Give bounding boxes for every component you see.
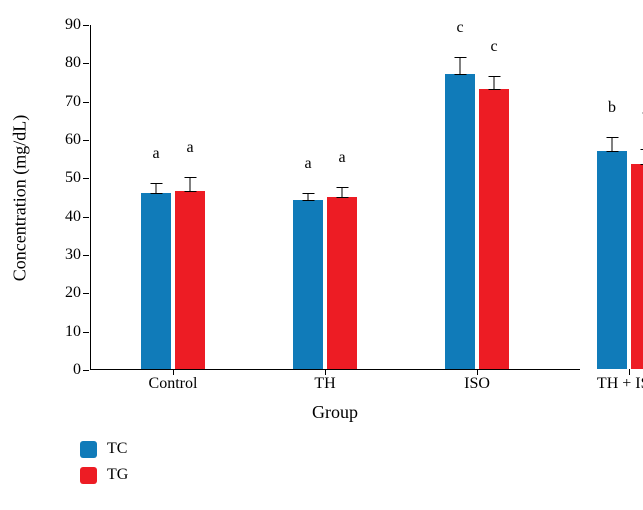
y-tick-label: 60 bbox=[65, 131, 81, 149]
bar-tc bbox=[445, 74, 475, 369]
legend-swatch bbox=[80, 441, 97, 458]
y-tick-label: 90 bbox=[65, 16, 81, 34]
y-tick bbox=[83, 178, 89, 179]
error-bar bbox=[460, 57, 461, 74]
bar-tg bbox=[327, 197, 357, 370]
significance-label: c bbox=[490, 38, 497, 56]
bar-tg bbox=[479, 89, 509, 369]
y-tick-label: 10 bbox=[65, 323, 81, 341]
x-category-label: Control bbox=[149, 375, 198, 393]
y-axis-title: Concentration (mg/dL) bbox=[10, 114, 31, 280]
significance-label: b bbox=[608, 99, 616, 117]
y-tick-label: 80 bbox=[65, 54, 81, 72]
legend-swatch bbox=[80, 467, 97, 484]
legend-item: TC bbox=[80, 440, 127, 458]
error-bar bbox=[190, 177, 191, 190]
y-tick bbox=[83, 370, 89, 371]
y-tick bbox=[83, 293, 89, 294]
chart-plot-area: 0102030405060708090ControlaaTHaaISOccTH … bbox=[90, 25, 580, 370]
y-tick-label: 0 bbox=[73, 361, 81, 379]
x-category-label: TH + ISO bbox=[597, 375, 643, 393]
y-tick-label: 70 bbox=[65, 93, 81, 111]
significance-label: a bbox=[152, 145, 159, 163]
x-category-label: TH bbox=[314, 375, 335, 393]
y-tick bbox=[83, 102, 89, 103]
significance-label: c bbox=[456, 19, 463, 37]
error-bar bbox=[612, 137, 613, 150]
legend-label: TG bbox=[107, 466, 128, 484]
y-tick bbox=[83, 63, 89, 64]
y-tick bbox=[83, 25, 89, 26]
bar-tc bbox=[293, 200, 323, 369]
significance-label: a bbox=[338, 149, 345, 167]
error-bar bbox=[156, 183, 157, 193]
bar-tc bbox=[597, 151, 627, 370]
legend-item: TG bbox=[80, 466, 128, 484]
y-tick bbox=[83, 140, 89, 141]
y-tick-label: 20 bbox=[65, 284, 81, 302]
y-tick bbox=[83, 217, 89, 218]
error-bar bbox=[308, 193, 309, 201]
significance-label: a bbox=[304, 155, 311, 173]
y-tick-label: 40 bbox=[65, 208, 81, 226]
y-tick-label: 50 bbox=[65, 169, 81, 187]
y-tick-label: 30 bbox=[65, 246, 81, 264]
bar-tc bbox=[141, 193, 171, 369]
x-axis-title: Group bbox=[312, 402, 358, 423]
bar-tg bbox=[631, 164, 643, 369]
legend-label: TC bbox=[107, 440, 127, 458]
x-category-label: ISO bbox=[464, 375, 490, 393]
y-tick bbox=[83, 332, 89, 333]
significance-label: a bbox=[186, 139, 193, 157]
error-bar bbox=[494, 76, 495, 89]
bar-tg bbox=[175, 191, 205, 369]
y-tick bbox=[83, 255, 89, 256]
error-bar bbox=[342, 187, 343, 197]
